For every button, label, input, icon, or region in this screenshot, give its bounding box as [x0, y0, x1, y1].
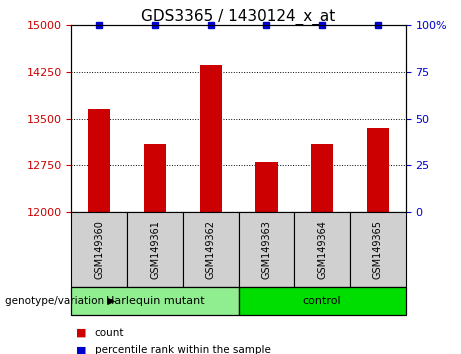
Text: GSM149362: GSM149362: [206, 220, 216, 279]
Title: GDS3365 / 1430124_x_at: GDS3365 / 1430124_x_at: [142, 8, 336, 25]
Text: GSM149360: GSM149360: [95, 220, 104, 279]
Text: control: control: [303, 296, 342, 306]
Text: genotype/variation ▶: genotype/variation ▶: [5, 296, 115, 306]
Text: percentile rank within the sample: percentile rank within the sample: [95, 346, 271, 354]
Text: GSM149363: GSM149363: [261, 220, 272, 279]
Text: count: count: [95, 328, 124, 338]
Bar: [366, 128, 389, 212]
Text: GSM149364: GSM149364: [317, 220, 327, 279]
Bar: [255, 162, 278, 212]
Bar: [311, 144, 333, 212]
Text: ■: ■: [76, 346, 87, 354]
Text: ■: ■: [76, 328, 87, 338]
Text: Harlequin mutant: Harlequin mutant: [106, 296, 204, 306]
Bar: [88, 109, 111, 212]
Bar: [200, 65, 222, 212]
Bar: [144, 144, 166, 212]
Text: GSM149361: GSM149361: [150, 220, 160, 279]
Text: GSM149365: GSM149365: [373, 220, 383, 279]
